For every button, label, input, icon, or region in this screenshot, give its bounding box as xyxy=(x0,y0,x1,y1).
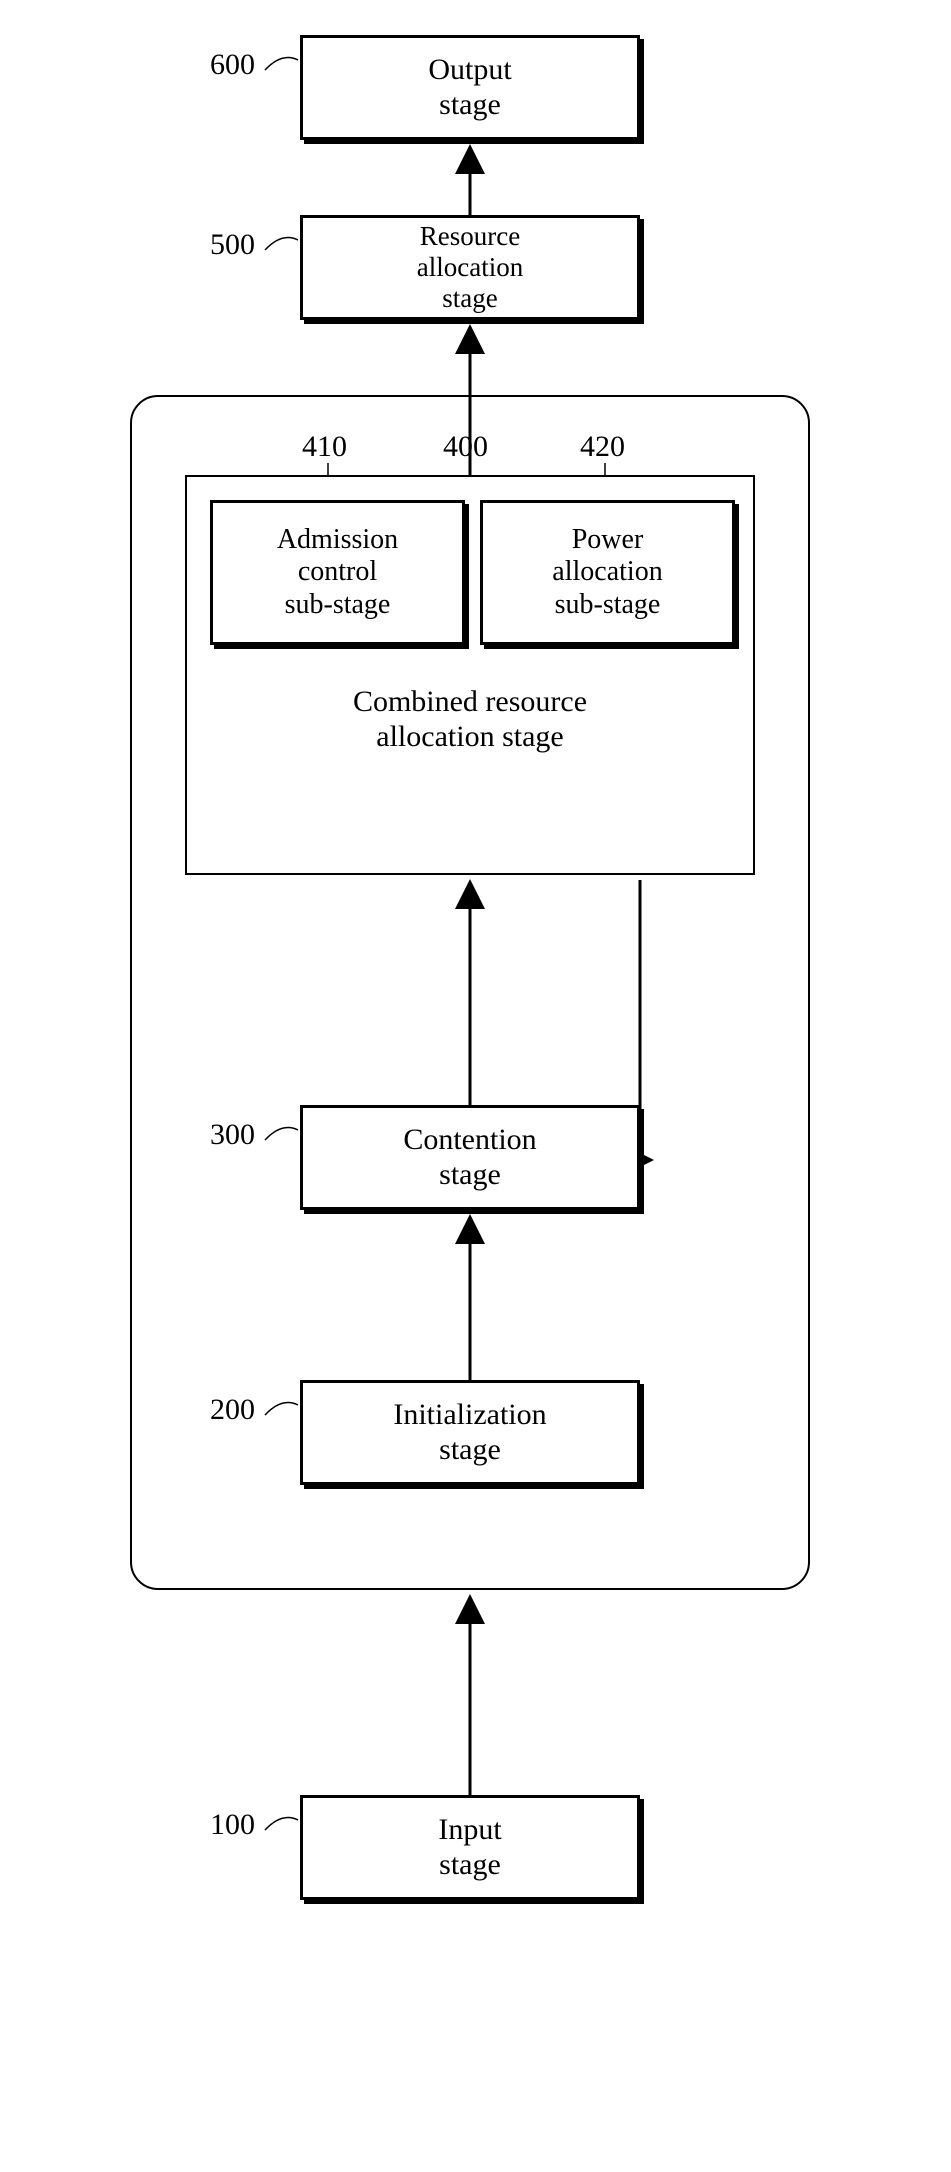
contention-stage-box: Contentionstage xyxy=(300,1105,640,1210)
ref-400: 400 xyxy=(443,430,488,464)
leader-600 xyxy=(265,58,298,70)
leader-500 xyxy=(265,238,298,250)
ref-300: 300 xyxy=(210,1118,255,1152)
combined-stage-label: Combined resourceallocation stage xyxy=(185,685,755,754)
ref-600: 600 xyxy=(210,48,255,82)
ref-410: 410 xyxy=(302,430,347,464)
leader-100 xyxy=(265,1818,298,1830)
input-stage-box: Inputstage xyxy=(300,1795,640,1900)
admission-substage-box: Admissioncontrolsub-stage xyxy=(210,500,465,645)
input-stage-label: Inputstage xyxy=(438,1813,501,1882)
resource-allocation-stage-box: Resourceallocationstage xyxy=(300,215,640,320)
ref-420: 420 xyxy=(580,430,625,464)
ref-500: 500 xyxy=(210,228,255,262)
power-substage-box: Powerallocationsub-stage xyxy=(480,500,735,645)
contention-stage-label: Contentionstage xyxy=(403,1123,536,1192)
output-stage-label: Outputstage xyxy=(428,53,511,122)
power-substage-label: Powerallocationsub-stage xyxy=(552,524,662,621)
ref-200: 200 xyxy=(210,1393,255,1427)
output-stage-box: Outputstage xyxy=(300,35,640,140)
initialization-stage-box: Initializationstage xyxy=(300,1380,640,1485)
initialization-stage-label: Initializationstage xyxy=(393,1398,546,1467)
resource-allocation-stage-label: Resourceallocationstage xyxy=(417,221,523,314)
admission-substage-label: Admissioncontrolsub-stage xyxy=(277,524,398,621)
ref-100: 100 xyxy=(210,1808,255,1842)
